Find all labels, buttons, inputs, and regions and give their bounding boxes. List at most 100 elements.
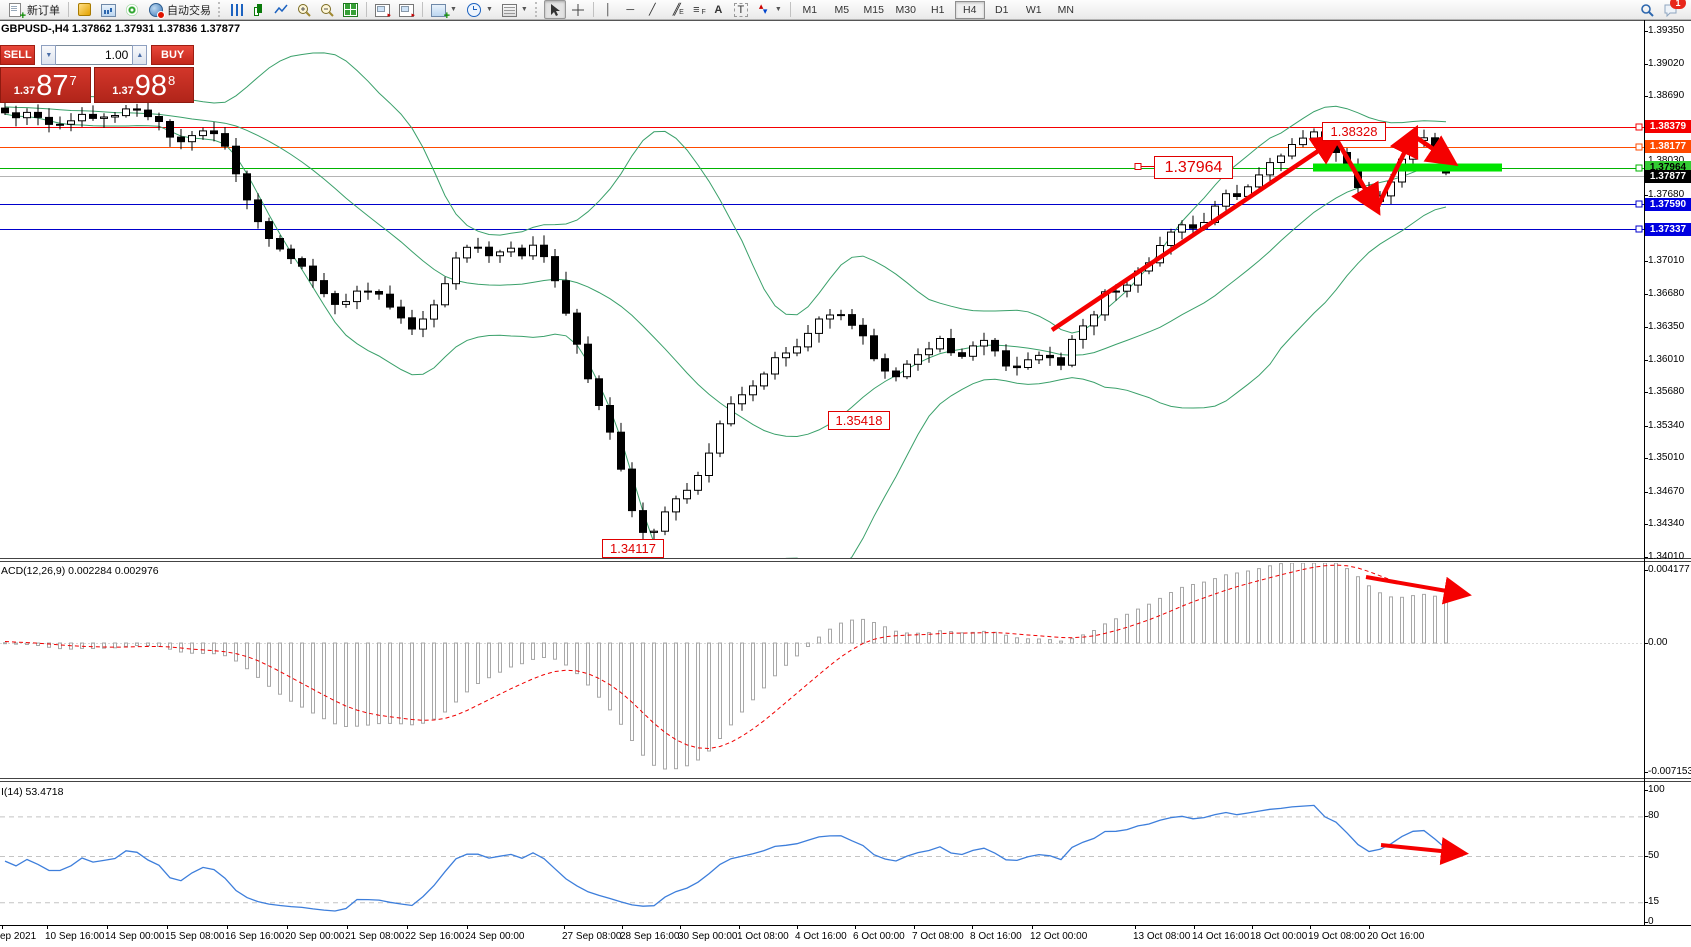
rsi-line bbox=[4, 804, 1447, 912]
new-order-icon bbox=[9, 2, 26, 22]
trend-arrow bbox=[1415, 135, 1459, 167]
chevron-down-icon: ▼ bbox=[485, 6, 493, 13]
search-button[interactable] bbox=[1636, 0, 1658, 19]
arrows-icon bbox=[757, 1, 771, 17]
bar-chart-icon bbox=[231, 4, 243, 16]
new-order-button[interactable]: 新订单 bbox=[4, 0, 64, 22]
timeframe-button-m5[interactable]: M5 bbox=[834, 3, 850, 16]
buy-price-box[interactable]: 1.37 98 8 bbox=[93, 67, 194, 103]
timeframe-button-h1[interactable]: H1 bbox=[931, 3, 945, 16]
text-tool[interactable] bbox=[708, 0, 729, 19]
tile-windows-button[interactable] bbox=[339, 0, 362, 19]
rsi-annotation-arrow bbox=[1380, 837, 1469, 865]
signals-button[interactable] bbox=[121, 0, 143, 19]
trendline-icon bbox=[646, 3, 659, 17]
sell-price-prefix: 1.37 bbox=[13, 85, 36, 97]
notification-badge: 1 bbox=[1670, 0, 1686, 9]
volume-decrease-button[interactable]: ▼ bbox=[41, 45, 57, 65]
candles bbox=[1, 99, 1450, 542]
chat-button[interactable]: 1 bbox=[1659, 0, 1686, 19]
cursor-tool-button[interactable] bbox=[543, 0, 566, 19]
toolbar-separator bbox=[68, 2, 69, 17]
new-order-label: 新订单 bbox=[27, 4, 60, 17]
zoom-out-icon bbox=[321, 3, 334, 17]
new-chart-button[interactable]: ▼ bbox=[427, 0, 461, 22]
crosshair-tool-button[interactable] bbox=[567, 0, 589, 19]
bar-chart-button[interactable] bbox=[227, 0, 247, 19]
macd-annotation-arrow bbox=[1365, 575, 1472, 605]
crosshair-icon bbox=[571, 3, 584, 16]
toolbar-separator bbox=[592, 2, 594, 17]
arrange-charts-button[interactable] bbox=[371, 0, 394, 19]
price-annotation[interactable]: 1.34117 bbox=[602, 539, 664, 558]
template-icon bbox=[501, 4, 517, 17]
candlestick-button[interactable] bbox=[248, 0, 269, 19]
fibonacci-tool[interactable] bbox=[686, 0, 707, 20]
new-chart-icon bbox=[431, 3, 450, 22]
vertical-line-icon bbox=[602, 3, 615, 17]
timeframe-button-mn[interactable]: MN bbox=[1057, 3, 1074, 16]
period-button[interactable]: ▼ bbox=[462, 0, 497, 19]
arrange-icon bbox=[399, 4, 415, 19]
timeframe-button-m30[interactable]: M30 bbox=[895, 3, 916, 16]
buy-button[interactable]: BUY bbox=[151, 45, 194, 65]
horizontal-line-icon bbox=[624, 3, 637, 17]
trendline-tool[interactable] bbox=[642, 0, 663, 19]
zoom-out-button[interactable] bbox=[316, 0, 338, 19]
sell-button[interactable]: SELL bbox=[0, 45, 36, 65]
sell-price-big: 87 bbox=[36, 70, 69, 102]
auto-trading-button[interactable]: 自动交易 bbox=[144, 0, 215, 19]
one-click-trade-widget: SELL ▼ ▲ BUY 1.37 87 7 1.37 98 8 bbox=[0, 45, 194, 103]
label-tool[interactable] bbox=[730, 0, 752, 19]
price-annotation[interactable]: 1.37964 bbox=[1154, 156, 1233, 179]
text-icon bbox=[712, 3, 725, 17]
trade-row: SELL ▼ ▲ BUY bbox=[0, 45, 194, 65]
deposit-button[interactable] bbox=[73, 0, 96, 19]
vertical-line-tool[interactable] bbox=[598, 0, 619, 19]
label-icon bbox=[733, 3, 748, 17]
horizontal-line-tool[interactable] bbox=[620, 0, 641, 19]
cube-icon bbox=[78, 3, 91, 16]
trade-prices: 1.37 87 7 1.37 98 8 bbox=[0, 67, 194, 103]
toolbar-drag-handle bbox=[218, 2, 224, 17]
line-chart-icon bbox=[274, 4, 288, 13]
volume-increase-button[interactable]: ▲ bbox=[132, 45, 148, 65]
zoom-in-button[interactable] bbox=[293, 0, 315, 19]
fibonacci-icon bbox=[690, 3, 706, 20]
chevron-down-icon: ▼ bbox=[520, 6, 528, 13]
timeframe-bar: M1 M5 M15 M30 H1 H4 D1 W1 MN bbox=[795, 0, 1081, 19]
toolbar-separator bbox=[422, 2, 423, 17]
arrows-tool[interactable]: ▼ bbox=[753, 0, 786, 19]
macd-histogram bbox=[3, 563, 1448, 770]
auto-trading-label: 自动交易 bbox=[167, 4, 211, 17]
channel-icon bbox=[668, 3, 684, 20]
timeframe-button-w1[interactable]: W1 bbox=[1025, 3, 1042, 16]
timeframe-button-m1[interactable]: M1 bbox=[802, 3, 818, 16]
timeframe-button-d1[interactable]: D1 bbox=[995, 3, 1009, 16]
signal-icon bbox=[126, 3, 138, 16]
tile-windows-icon bbox=[343, 3, 358, 17]
toolbar: 新订单 自动交易 ▼ ▼ ▼ ▼ M1 M5 M15 M30 H1 H4 D1 W1 MN bbox=[0, 0, 1691, 22]
chevron-down-icon: ▼ bbox=[450, 6, 457, 13]
channel-tool[interactable] bbox=[664, 0, 685, 20]
macd-signal-line bbox=[4, 564, 1447, 750]
buy-price-sup: 8 bbox=[167, 73, 176, 88]
line-chart-button[interactable] bbox=[270, 0, 292, 19]
timeframe-button-m15[interactable]: M15 bbox=[863, 3, 884, 16]
volume-input[interactable] bbox=[56, 45, 133, 65]
template-button[interactable]: ▼ bbox=[498, 0, 532, 19]
price-annotation[interactable]: 1.38328 bbox=[1322, 122, 1386, 141]
timeframe-button-h4[interactable]: H4 bbox=[954, 0, 985, 19]
sell-price-sup: 7 bbox=[69, 73, 77, 88]
zoom-in-icon bbox=[298, 3, 311, 17]
arrange-charts-2-button[interactable] bbox=[395, 0, 418, 19]
market-watch-button[interactable] bbox=[97, 0, 120, 19]
trend-arrow bbox=[1336, 140, 1381, 216]
globe-icon bbox=[149, 2, 165, 19]
toolbar-separator bbox=[789, 2, 791, 17]
sell-price-box[interactable]: 1.37 87 7 bbox=[0, 67, 91, 103]
buy-price-prefix: 1.37 bbox=[112, 85, 134, 97]
price-annotation[interactable]: 1.35418 bbox=[828, 411, 890, 430]
trend-arrow bbox=[1050, 133, 1344, 332]
